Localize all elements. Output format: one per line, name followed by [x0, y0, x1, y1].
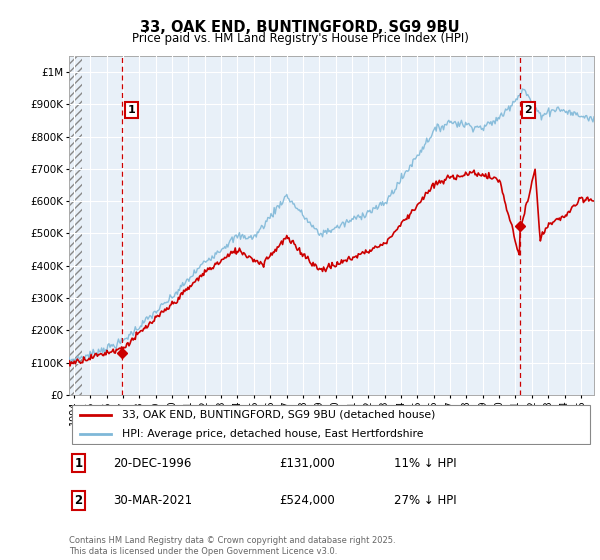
Text: £524,000: £524,000 — [279, 494, 335, 507]
Text: 2: 2 — [524, 105, 532, 115]
Text: 11% ↓ HPI: 11% ↓ HPI — [395, 457, 457, 470]
Text: 2: 2 — [74, 494, 82, 507]
FancyBboxPatch shape — [71, 405, 590, 444]
Text: 33, OAK END, BUNTINGFORD, SG9 9BU: 33, OAK END, BUNTINGFORD, SG9 9BU — [140, 20, 460, 35]
Text: HPI: Average price, detached house, East Hertfordshire: HPI: Average price, detached house, East… — [121, 429, 423, 439]
Text: 27% ↓ HPI: 27% ↓ HPI — [395, 494, 457, 507]
Bar — [69, 56, 82, 395]
Text: 30-MAR-2021: 30-MAR-2021 — [113, 494, 193, 507]
Text: £131,000: £131,000 — [279, 457, 335, 470]
Text: Contains HM Land Registry data © Crown copyright and database right 2025.
This d: Contains HM Land Registry data © Crown c… — [69, 536, 395, 556]
Text: Price paid vs. HM Land Registry's House Price Index (HPI): Price paid vs. HM Land Registry's House … — [131, 32, 469, 45]
Text: 1: 1 — [74, 457, 82, 470]
Text: 33, OAK END, BUNTINGFORD, SG9 9BU (detached house): 33, OAK END, BUNTINGFORD, SG9 9BU (detac… — [121, 409, 435, 419]
Text: 1: 1 — [127, 105, 135, 115]
Text: 20-DEC-1996: 20-DEC-1996 — [113, 457, 192, 470]
